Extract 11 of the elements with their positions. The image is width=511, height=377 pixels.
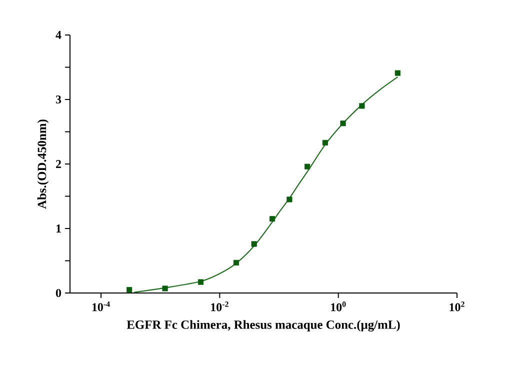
- x-tick-label: 10$^{-2}$: [211, 302, 228, 312]
- y-axis-title: Abs.(OD.450nm): [37, 120, 49, 209]
- y-tick-label: 4: [56, 31, 62, 39]
- y-tick-label: 3: [56, 95, 62, 104]
- y-tick-label: 2: [56, 160, 61, 168]
- x-tick-label: 10$^{2}$: [450, 302, 464, 312]
- x-tick-label: 10$^{0}$: [331, 302, 346, 312]
- x-tick-label: 10$^{-4}$: [92, 302, 110, 312]
- y-tick-label: 1: [56, 224, 61, 232]
- x-axis-title: EGFR Fc Chimera, Rhesus macaque Conc.(μg/mL): [126, 320, 400, 332]
- y-tick-label: 0: [56, 288, 62, 298]
